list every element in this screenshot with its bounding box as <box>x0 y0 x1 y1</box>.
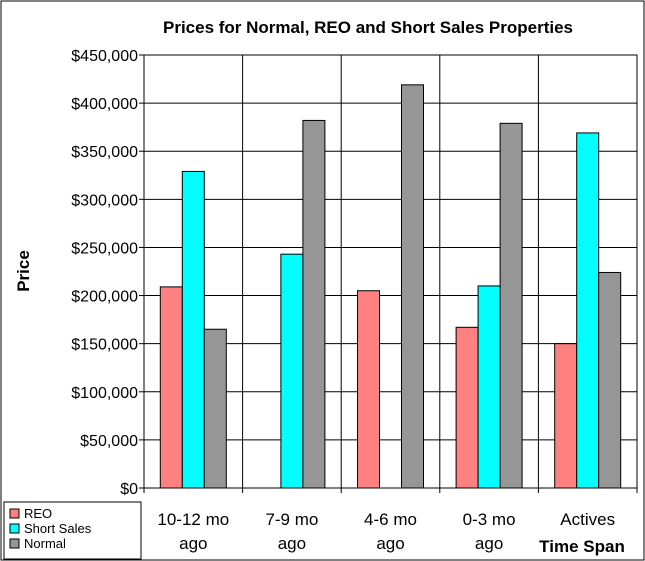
legend-label: Short Sales <box>24 521 92 536</box>
bar-reo <box>159 286 183 489</box>
bar-reo <box>455 326 479 489</box>
y-tick-label: $100,000 <box>71 385 138 402</box>
bar-normal <box>401 84 424 489</box>
y-tick-label: $200,000 <box>71 289 138 306</box>
legend-box <box>3 501 142 560</box>
bar-reo <box>357 290 380 489</box>
y-tick-labels: $0 $50,000 $100,000 $150,000 $200,000 $250,00… <box>71 48 138 498</box>
bar-normal <box>598 271 622 489</box>
bar-short-sales <box>280 253 304 489</box>
x-category-label: Actives <box>560 510 615 529</box>
bar-normal <box>203 328 227 489</box>
y-tick-label: $0 <box>120 481 138 498</box>
x-category-label: ago <box>376 534 404 553</box>
x-category-label: 4-6 mo <box>364 510 417 529</box>
y-axis-title: Price <box>14 250 33 292</box>
y-tick-label: $400,000 <box>71 96 138 113</box>
x-category-label: ago <box>278 534 306 553</box>
x-axis-title: Time Span <box>539 537 625 556</box>
bar-short-sales <box>181 170 205 489</box>
x-category-label: ago <box>179 534 207 553</box>
legend-label: Normal <box>24 536 66 551</box>
y-tick-label: $350,000 <box>71 144 138 161</box>
y-tick-label: $300,000 <box>71 192 138 209</box>
chart-title: Prices for Normal, REO and Short Sales P… <box>163 18 573 37</box>
x-category-label: 7-9 mo <box>265 510 318 529</box>
x-category-labels: 10-12 mo ago 7-9 mo ago 4-6 mo ago 0-3 mo ago Ac… <box>157 510 615 553</box>
legend-swatch <box>9 523 20 534</box>
bar-short-sales <box>576 132 600 489</box>
bars <box>159 84 622 489</box>
plot-border <box>143 54 638 489</box>
bar-normal <box>499 122 523 489</box>
bar-normal <box>302 119 326 489</box>
x-category-label: 10-12 mo <box>157 510 229 529</box>
y-tick-label: $250,000 <box>71 240 138 257</box>
x-category-label: ago <box>475 534 503 553</box>
y-tick-label: $50,000 <box>80 433 138 450</box>
bar-short-sales <box>477 285 501 489</box>
legend-swatch <box>9 508 20 519</box>
y-tick-label: $150,000 <box>71 337 138 354</box>
x-category-label: 0-3 mo <box>463 510 516 529</box>
bar-reo <box>554 343 578 489</box>
y-tick-label: $450,000 <box>71 48 138 65</box>
legend-label: REO <box>24 506 52 521</box>
legend-swatch <box>9 538 20 549</box>
